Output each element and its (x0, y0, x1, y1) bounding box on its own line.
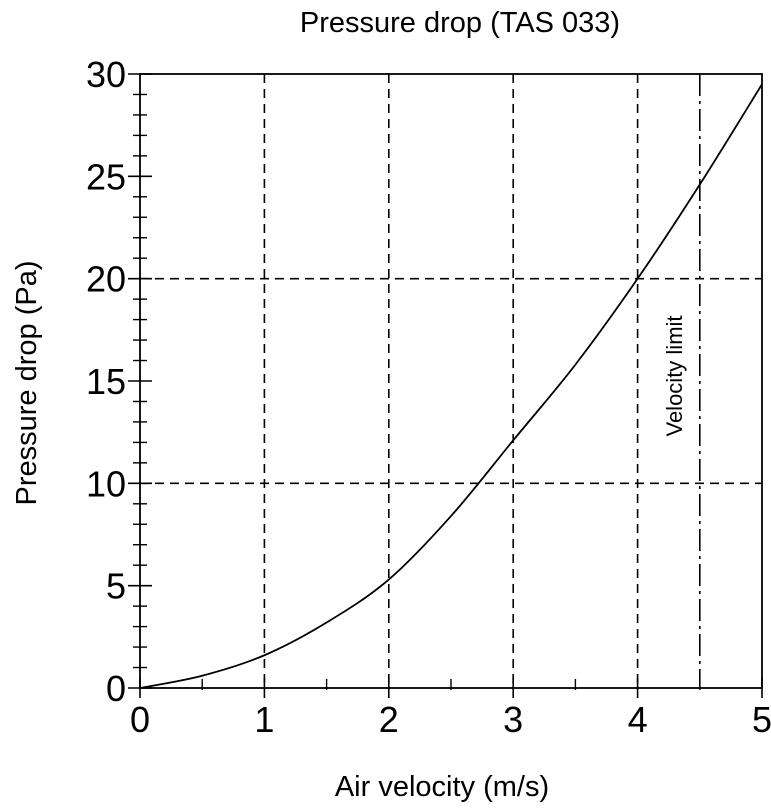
grid-layer (140, 74, 762, 688)
x-tick-label: 5 (752, 699, 771, 740)
axis-layer (128, 73, 763, 698)
y-tick-label: 10 (86, 463, 126, 504)
chart-title: Pressure drop (TAS 033) (300, 7, 620, 39)
series-layer (139, 83, 763, 689)
y-tick-label: 25 (86, 156, 126, 197)
pressure-drop-curve (139, 83, 763, 689)
y-axis-title: Pressure drop (Pa) (11, 261, 43, 506)
x-tick-label: 2 (379, 699, 399, 740)
x-axis-title: Air velocity (m/s) (335, 771, 549, 803)
x-tick-label: 4 (628, 699, 648, 740)
y-tick-label: 20 (86, 259, 126, 300)
x-tick-label: 3 (503, 699, 523, 740)
y-tick-label: 15 (86, 361, 126, 402)
velocity-limit-label: Velocity limit (662, 315, 687, 436)
x-tick-label: 1 (254, 699, 274, 740)
y-tick-label: 30 (86, 54, 126, 95)
x-tick-label: 0 (130, 699, 150, 740)
y-tick-label: 0 (106, 668, 126, 709)
y-tick-label: 5 (106, 566, 126, 607)
label-layer: Velocity limit 0 5 10 15 20 25 30 0 1 2 3 4 5 (86, 54, 771, 740)
